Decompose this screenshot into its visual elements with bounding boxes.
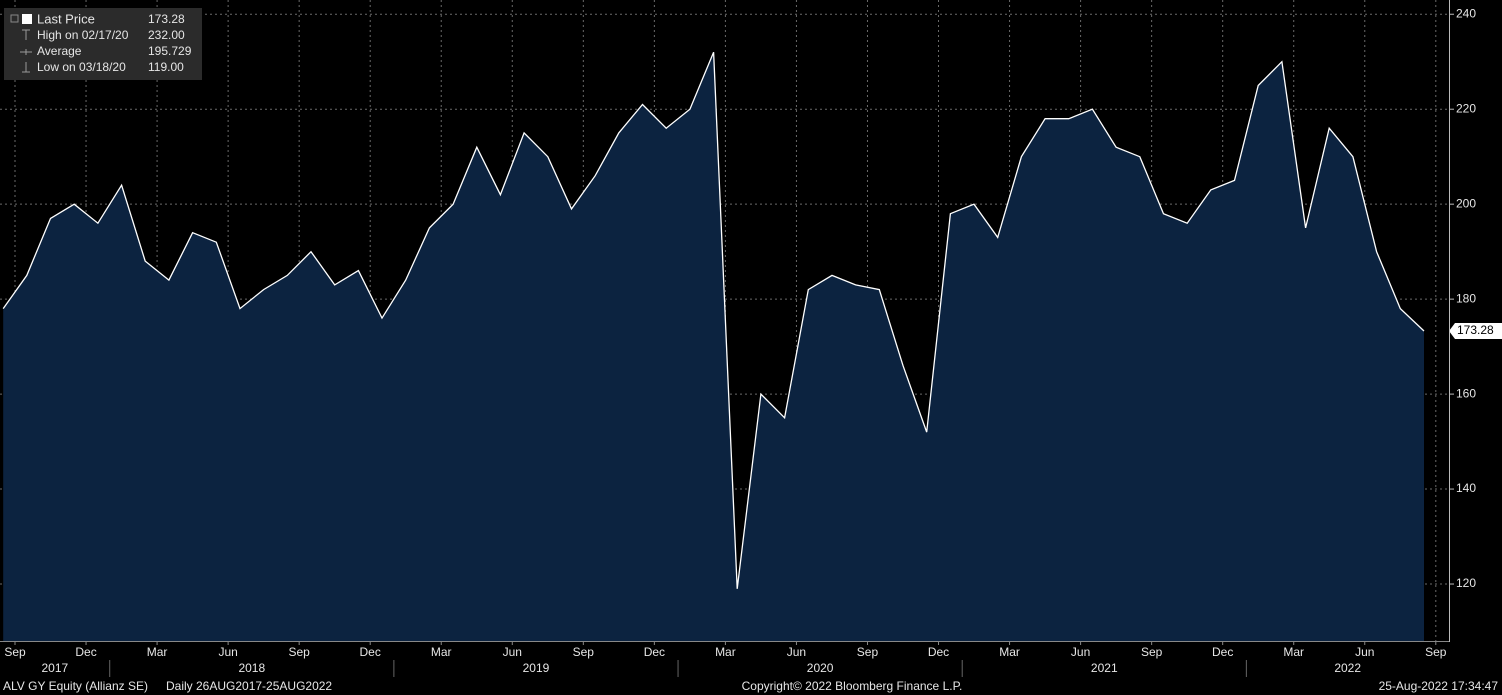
x-tick-label: Jun (218, 645, 237, 659)
x-tick-label: Jun (1071, 645, 1090, 659)
legend: Last Price 173.28 High on 02/17/20 232.0… (4, 8, 202, 80)
legend-value: 232.00 (148, 28, 185, 42)
legend-label: Low on 03/18/20 (37, 60, 126, 74)
x-tick-label: Mar (431, 645, 452, 659)
x-tick-label: Dec (1212, 645, 1233, 659)
y-tick-label: 200 (1456, 196, 1476, 210)
axes: 120 140 160 180 200 220 240 Sep Dec Mar Jun Sep Dec M… (4, 6, 1502, 677)
x-tick-label: Mar (147, 645, 168, 659)
footer-timestamp: 25-Aug-2022 17:34:47 (1379, 679, 1499, 693)
legend-value: 119.00 (148, 60, 184, 74)
x-tick-label: Sep (573, 645, 595, 659)
line (2, 51, 1425, 589)
legend-label: Last Price (37, 11, 95, 26)
legend-icon-high (22, 29, 30, 40)
legend-icon-low (22, 62, 30, 73)
x-year-label: 2020 (807, 661, 834, 675)
y-axis-line (1449, 0, 1450, 642)
footer-range: Daily 26AUG2017-25AUG2022 (166, 679, 332, 693)
x-tick-label: Sep (4, 645, 26, 659)
x-tick-label: Dec (360, 645, 381, 659)
y-tick-label: 220 (1456, 101, 1476, 115)
plot-area (2, 51, 1425, 641)
x-year-label: 2019 (523, 661, 550, 675)
legend-label: High on 02/17/20 (37, 28, 129, 42)
legend-icon-average (20, 49, 32, 55)
x-tick-label: Dec (75, 645, 96, 659)
x-tick-label: Sep (1425, 645, 1447, 659)
legend-toggle[interactable] (10, 14, 19, 23)
x-tick-label: Sep (857, 645, 879, 659)
legend-box (4, 8, 202, 80)
last-price-marker (1449, 323, 1502, 340)
x-tick-label: Jun (1355, 645, 1374, 659)
legend-value: 195.729 (148, 44, 192, 58)
x-tick-label: Dec (644, 645, 665, 659)
area (3, 52, 1425, 641)
x-year-label: 2021 (1091, 661, 1118, 675)
x-tick-label: Mar (999, 645, 1020, 659)
y-tick-label: 160 (1456, 386, 1476, 400)
footer-security: ALV GY Equity (Allianz SE) (3, 679, 148, 693)
x-tick-label: Dec (928, 645, 949, 659)
x-tick-label: Mar (715, 645, 736, 659)
y-tick-label: 180 (1456, 291, 1476, 305)
x-year-label: 2018 (238, 661, 265, 675)
legend-value: 173.28 (148, 12, 185, 26)
last-price-label: 173.28 (1457, 323, 1494, 337)
x-tick-label: Sep (288, 645, 310, 659)
footer-copyright: Copyright© 2022 Bloomberg Finance L.P. (742, 679, 963, 693)
x-axis-line (0, 641, 1449, 642)
y-tick-label: 120 (1456, 576, 1476, 590)
x-year-label: 2022 (1334, 661, 1361, 675)
x-tick-label: Sep (1141, 645, 1163, 659)
legend-label: Average (37, 44, 82, 58)
x-year-label: 2017 (42, 661, 69, 675)
x-tick-label: Jun (503, 645, 522, 659)
x-tick-label: Mar (1283, 645, 1304, 659)
y-tick-label: 140 (1456, 481, 1476, 495)
y-tick-label: 240 (1456, 6, 1476, 20)
x-tick-label: Jun (787, 645, 806, 659)
legend-swatch (22, 14, 32, 24)
